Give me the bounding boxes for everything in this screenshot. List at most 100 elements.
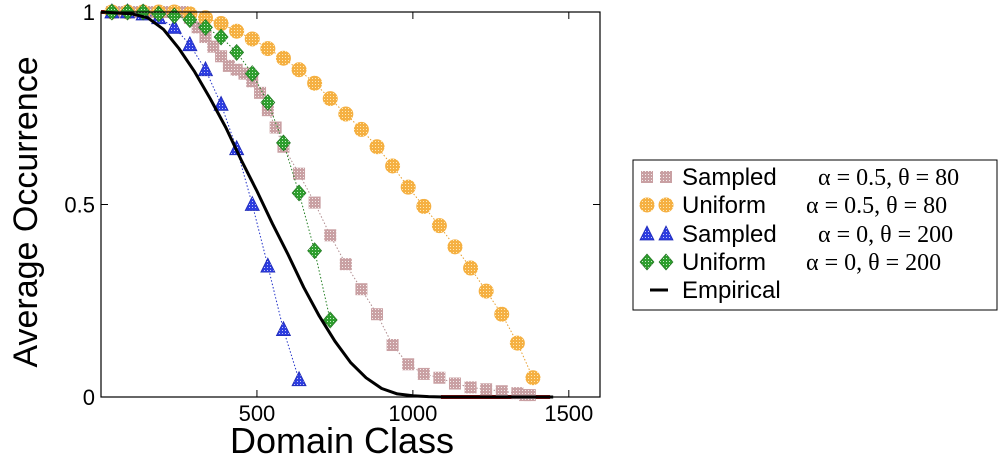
data-point bbox=[213, 95, 229, 111]
data-point bbox=[275, 50, 291, 66]
series-1 bbox=[104, 4, 541, 386]
data-point bbox=[433, 371, 446, 384]
x-tick-label: 1000 bbox=[388, 401, 437, 426]
data-point bbox=[509, 335, 525, 351]
data-point bbox=[307, 242, 323, 260]
x-tick-label: 1500 bbox=[544, 401, 593, 426]
legend-marker bbox=[639, 225, 655, 241]
data-point bbox=[400, 179, 416, 195]
data-point bbox=[166, 18, 182, 34]
legend-label: Empirical bbox=[682, 277, 781, 304]
legend-label: Uniform bbox=[682, 249, 766, 276]
data-point bbox=[494, 306, 510, 322]
data-point bbox=[182, 11, 198, 29]
y-tick-label: 0.5 bbox=[64, 193, 95, 218]
data-point bbox=[386, 339, 399, 352]
y-tick-label: 0 bbox=[83, 385, 95, 410]
data-point bbox=[291, 62, 307, 78]
series-connector bbox=[111, 11, 530, 396]
data-point bbox=[339, 258, 352, 271]
legend-label: Uniform bbox=[682, 192, 766, 219]
data-point bbox=[182, 35, 198, 52]
data-point bbox=[291, 184, 307, 202]
data-point bbox=[385, 158, 401, 174]
axes: 500 1000 1500 0 0.5 1 bbox=[64, 0, 601, 426]
data-point bbox=[371, 308, 384, 321]
data-point bbox=[151, 5, 167, 23]
legend-label: Sampled bbox=[682, 164, 777, 191]
legend-marker bbox=[658, 197, 674, 213]
data-point bbox=[463, 260, 479, 276]
legend-marker bbox=[658, 225, 674, 241]
legend-entry: Uniform α = 0, θ = 200 bbox=[639, 249, 941, 276]
data-point bbox=[369, 139, 385, 155]
series-4 bbox=[100, 10, 554, 399]
data-point bbox=[416, 198, 432, 214]
data-point bbox=[244, 195, 260, 211]
data-point bbox=[229, 43, 245, 61]
legend-box bbox=[632, 159, 998, 311]
x-axis-title: Domain Class bbox=[230, 420, 454, 461]
data-point bbox=[448, 377, 461, 390]
data-point bbox=[207, 40, 220, 53]
data-point bbox=[260, 41, 276, 57]
data-point bbox=[254, 86, 267, 99]
data-point bbox=[244, 65, 260, 83]
legend-entry: Sampled α = 0, θ = 200 bbox=[639, 221, 953, 248]
data-point bbox=[197, 10, 213, 26]
y-axis-title: Average Occurrence bbox=[7, 56, 45, 367]
data-point bbox=[260, 257, 276, 273]
legend-marker bbox=[660, 171, 672, 183]
data-point bbox=[353, 121, 369, 137]
data-point bbox=[431, 218, 447, 234]
y-tick-label: 1 bbox=[83, 0, 95, 25]
data-point bbox=[355, 283, 368, 296]
series-2 bbox=[104, 3, 307, 387]
data-point bbox=[322, 311, 338, 329]
data-point bbox=[215, 50, 228, 63]
data-point bbox=[244, 31, 260, 47]
data-point bbox=[338, 106, 354, 122]
data-point bbox=[447, 239, 463, 255]
legend-entry: Sampled α = 0.5, θ = 80 bbox=[641, 164, 959, 191]
data-point bbox=[402, 358, 415, 371]
data-point bbox=[229, 23, 245, 39]
data-point bbox=[464, 381, 477, 394]
plot-frame bbox=[100, 11, 601, 398]
data-point bbox=[324, 229, 337, 242]
data-point bbox=[495, 385, 508, 398]
data-point bbox=[291, 370, 307, 387]
data-point bbox=[480, 383, 493, 396]
data-point bbox=[525, 370, 541, 386]
data-point bbox=[260, 94, 276, 111]
series-connector bbox=[111, 11, 534, 379]
legend-entry: Empirical bbox=[650, 277, 781, 304]
data-point bbox=[197, 60, 214, 77]
data-point bbox=[199, 31, 212, 44]
data-point bbox=[198, 18, 213, 36]
legend-params: α = 0.5, θ = 80 bbox=[806, 193, 947, 219]
series-0 bbox=[105, 6, 536, 402]
legend-marker bbox=[658, 253, 674, 271]
data-point bbox=[293, 167, 306, 180]
data-point bbox=[191, 21, 204, 34]
data-point bbox=[417, 367, 430, 380]
legend-params: α = 0, θ = 200 bbox=[818, 222, 953, 248]
data-point bbox=[478, 283, 494, 299]
data-point bbox=[213, 16, 229, 32]
data-point bbox=[523, 389, 536, 402]
plot-area bbox=[100, 3, 554, 402]
legend-params: α = 0.5, θ = 80 bbox=[818, 165, 959, 191]
legend-marker bbox=[639, 197, 655, 213]
legend: Sampled α = 0.5, θ = 80 Uniform α = 0.5, θ … bbox=[632, 159, 998, 311]
legend-marker bbox=[639, 253, 655, 271]
x-tick-label: 500 bbox=[239, 401, 276, 426]
data-point bbox=[276, 134, 291, 152]
data-point bbox=[322, 91, 338, 107]
legend-marker bbox=[641, 171, 653, 183]
data-point bbox=[308, 196, 321, 209]
data-point bbox=[213, 28, 229, 46]
legend-label: Sampled bbox=[682, 221, 777, 248]
data-point bbox=[307, 75, 323, 91]
